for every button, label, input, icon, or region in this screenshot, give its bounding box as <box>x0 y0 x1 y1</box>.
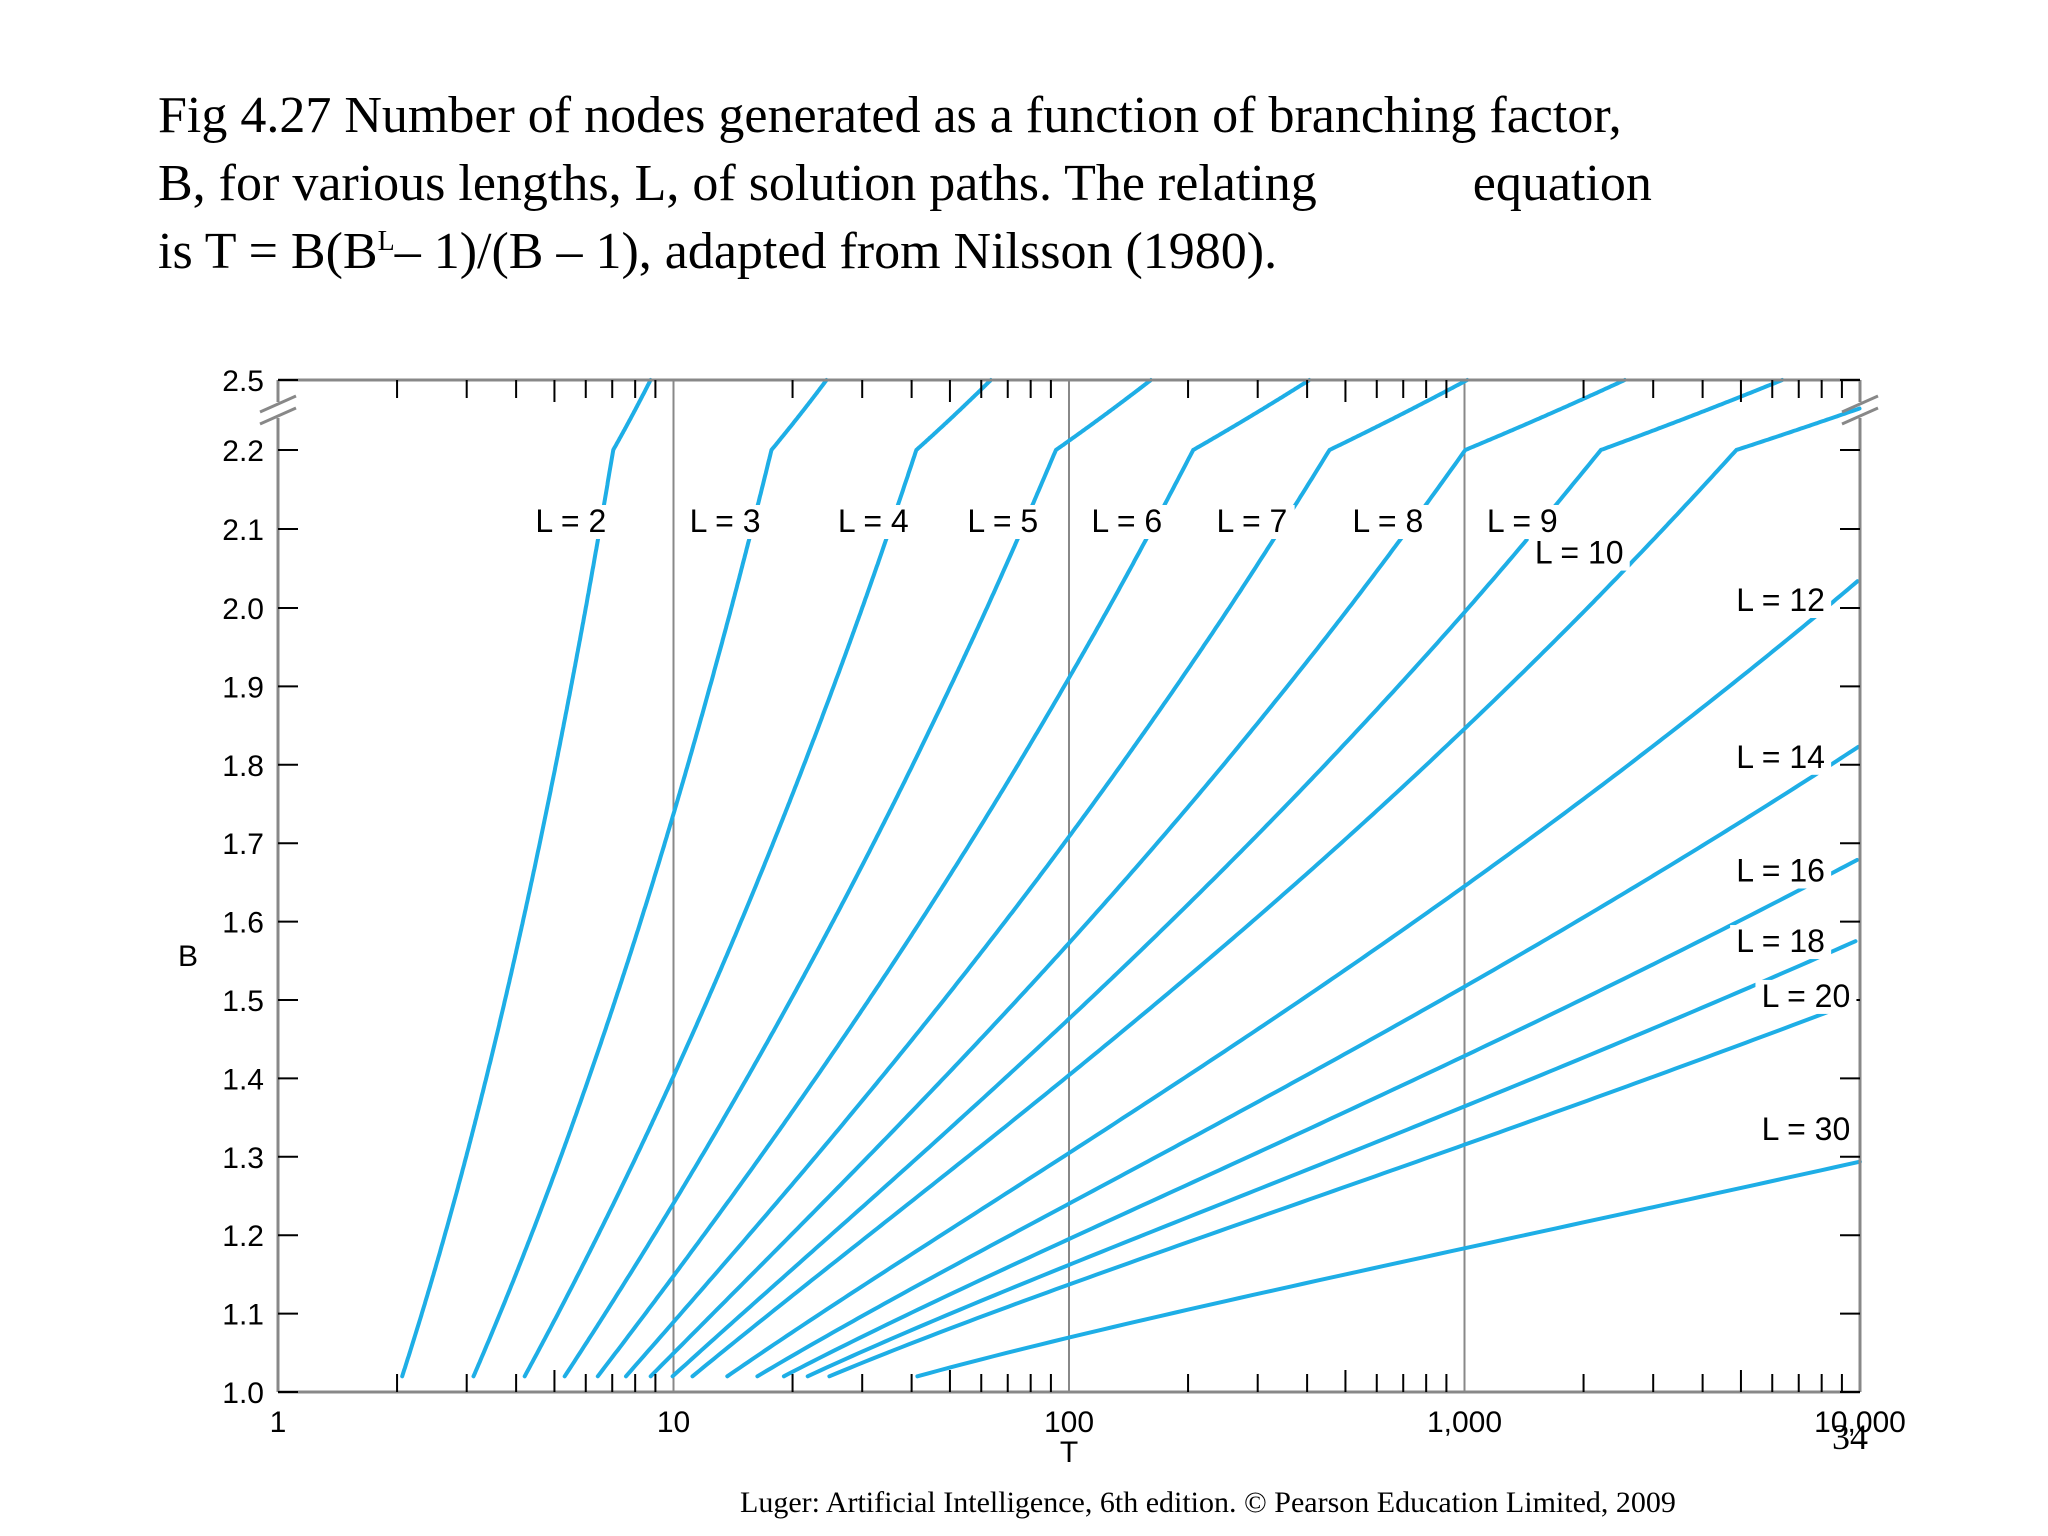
y-tick-label: 1.9 <box>222 671 264 704</box>
curve-L6 <box>595 378 1312 1379</box>
curve-label: L = 30 <box>1762 1111 1851 1147</box>
curve-label-bg <box>1209 505 1295 539</box>
curve-label-bg <box>1730 925 1832 960</box>
page-number: 34 <box>1832 1417 1868 1457</box>
curve-layer <box>400 378 1862 1379</box>
curve-label: L = 5 <box>967 503 1038 539</box>
y-tick-label: 1.0 <box>222 1377 264 1410</box>
curve-label: L = 9 <box>1487 503 1558 539</box>
curve-label-bg <box>1084 505 1170 539</box>
axis-break-left-b <box>259 406 297 426</box>
x-tick-label: 1 <box>270 1406 287 1439</box>
curve-label-bg <box>1755 1113 1857 1148</box>
curve-L20 <box>827 1000 1856 1379</box>
y-tick-label: 2.0 <box>222 593 264 626</box>
caption-line-2: B, for various lengths, L, of solution p… <box>158 150 1798 218</box>
label-layer: L = 2 L = 3 L = 4 L = 5 L = 6 L = 7 L = 8 L = 9… <box>528 503 1857 1148</box>
curve-label: L = 12 <box>1736 582 1825 618</box>
curve-label-bg <box>1730 740 1832 775</box>
axis-break-right-b <box>1841 406 1879 426</box>
frame-layer <box>259 378 1879 1394</box>
y-tick-label: 2.1 <box>222 514 264 547</box>
y-tick-label: 1.5 <box>222 985 264 1018</box>
x-tick-label: 1,000 <box>1427 1406 1502 1439</box>
curve-L7 <box>624 378 1470 1379</box>
curve-label-bg <box>830 505 917 539</box>
y-tick-label: 1.3 <box>222 1142 264 1175</box>
curve-L4 <box>522 378 993 1379</box>
curve-L5 <box>562 378 1153 1379</box>
curve-label: L = 20 <box>1762 978 1851 1014</box>
caption-line-2-end: equation <box>1472 155 1652 212</box>
curve-label-bg <box>1479 505 1566 539</box>
y-tick-label: 1.6 <box>222 907 264 940</box>
y-tick-label: 2.5 <box>222 365 264 398</box>
curve-L12 <box>725 579 1860 1379</box>
y-tick-label: 1.1 <box>222 1299 264 1332</box>
axis-break-right-a <box>1841 394 1879 414</box>
curve-label: L = 16 <box>1736 852 1825 888</box>
x-tick-label: 10 <box>657 1406 690 1439</box>
caption-line-3-end: – 1)/(B – 1), adapted from Nilsson (1980… <box>394 223 1278 280</box>
curve-label: L = 6 <box>1091 503 1162 539</box>
y-tick-label: 1.8 <box>222 750 264 783</box>
x-axis-title: T <box>1060 1436 1078 1469</box>
curve-L14 <box>755 744 1861 1379</box>
x-tick-label: 10,000 <box>1814 1406 1906 1439</box>
curve-label-bg <box>960 505 1046 539</box>
y-tick-label: 2.2 <box>222 435 264 468</box>
curve-label: L = 3 <box>690 503 761 539</box>
curve-label-bg <box>1528 536 1630 571</box>
axis-break-left-a <box>259 394 297 414</box>
curve-L18 <box>805 939 1858 1379</box>
y-tick-label: 1.7 <box>222 828 264 861</box>
curve-L30 <box>915 1159 1862 1379</box>
caption-line-2-text: B, for various lengths, L, of solution p… <box>158 155 1317 212</box>
curve-label: L = 18 <box>1736 923 1825 959</box>
curve-label: L = 8 <box>1352 503 1423 539</box>
curve-L3 <box>471 378 829 1379</box>
caption-line-3: is T = B(BL– 1)/(B – 1), adapted from Ni… <box>158 218 1798 286</box>
curve-label-bg <box>682 505 768 539</box>
curve-L2 <box>400 378 653 1379</box>
curve-label: L = 10 <box>1535 535 1624 571</box>
curve-label-bg <box>1345 505 1431 539</box>
figure-caption: Fig 4.27 Number of nodes generated as a … <box>158 82 1798 286</box>
curve-label: L = 4 <box>838 503 909 539</box>
y-tick-label: 1.2 <box>222 1220 264 1253</box>
curve-label-bg <box>1755 979 1857 1014</box>
curve-label-bg <box>1730 584 1832 618</box>
caption-line-3-start: is T = B(B <box>158 223 378 280</box>
curve-label-bg <box>1730 854 1832 889</box>
curve-label-bg <box>528 505 614 539</box>
footer-credit: Luger: Artificial Intelligence, 6th edit… <box>740 1486 1676 1519</box>
curve-L16 <box>781 858 1859 1379</box>
y-axis-title: B <box>178 940 198 973</box>
y-tick-label: 1.4 <box>222 1063 264 1096</box>
curve-L10 <box>690 406 1862 1379</box>
caption-exponent: L <box>377 226 395 257</box>
curve-L9 <box>670 378 1785 1379</box>
curve-L8 <box>648 378 1627 1379</box>
caption-line-1: Fig 4.27 Number of nodes generated as a … <box>158 87 1622 144</box>
tick-label-layer: 1.0 1.1 1.2 1.3 1.4 1.5 1.6 1.7 1.8 1.9 2.0 2.1 2.2 2… <box>178 365 1906 1469</box>
curve-label: L = 7 <box>1216 503 1287 539</box>
x-tick-label: 100 <box>1044 1406 1094 1439</box>
curve-label: L = 14 <box>1736 739 1825 775</box>
curve-label: L = 2 <box>535 503 606 539</box>
